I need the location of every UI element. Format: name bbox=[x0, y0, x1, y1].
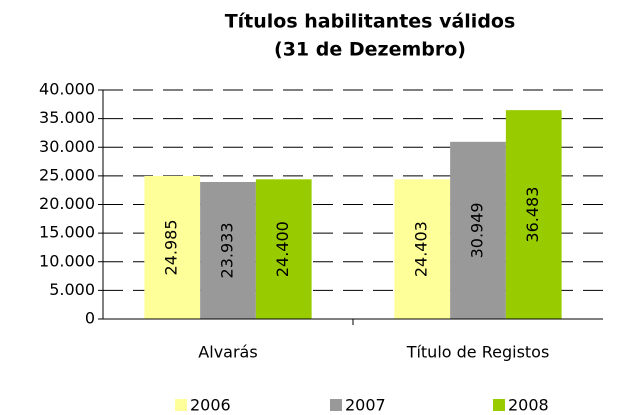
value-label: 36.483 bbox=[523, 187, 542, 243]
x-tick-label: Alvarás bbox=[198, 343, 257, 362]
bar bbox=[144, 175, 201, 319]
y-tick-label: 0 bbox=[85, 309, 95, 328]
value-label: 30.949 bbox=[468, 202, 487, 258]
y-tick-label: 10.000 bbox=[39, 251, 95, 270]
bar bbox=[394, 179, 451, 319]
y-tick-label: 35.000 bbox=[39, 108, 95, 127]
y-tick-label: 40.000 bbox=[39, 80, 95, 99]
y-tick-label: 15.000 bbox=[39, 223, 95, 242]
bar bbox=[255, 179, 312, 319]
chart-title: Títulos habilitantes válidos bbox=[225, 11, 516, 33]
bar bbox=[505, 110, 562, 319]
legend-label: 2006 bbox=[190, 396, 231, 415]
x-tick-label: Título de Registos bbox=[406, 343, 550, 362]
y-tick-label: 25.000 bbox=[39, 165, 95, 184]
value-label: 23.933 bbox=[218, 222, 237, 278]
legend-label: 2008 bbox=[508, 396, 549, 415]
y-tick-label: 20.000 bbox=[39, 194, 95, 213]
legend-swatch bbox=[175, 399, 187, 411]
legend-swatch bbox=[493, 399, 505, 411]
bar bbox=[450, 141, 506, 319]
value-label: 24.985 bbox=[162, 219, 181, 275]
y-tick-label: 30.000 bbox=[39, 137, 95, 156]
bar bbox=[200, 181, 256, 319]
value-label: 24.403 bbox=[412, 221, 431, 277]
legend-swatch bbox=[330, 399, 342, 411]
value-label: 24.400 bbox=[273, 221, 292, 277]
legend-label: 2007 bbox=[345, 396, 386, 415]
chart-title: (31 de Dezembro) bbox=[274, 39, 466, 61]
y-tick-label: 5.000 bbox=[49, 280, 95, 299]
